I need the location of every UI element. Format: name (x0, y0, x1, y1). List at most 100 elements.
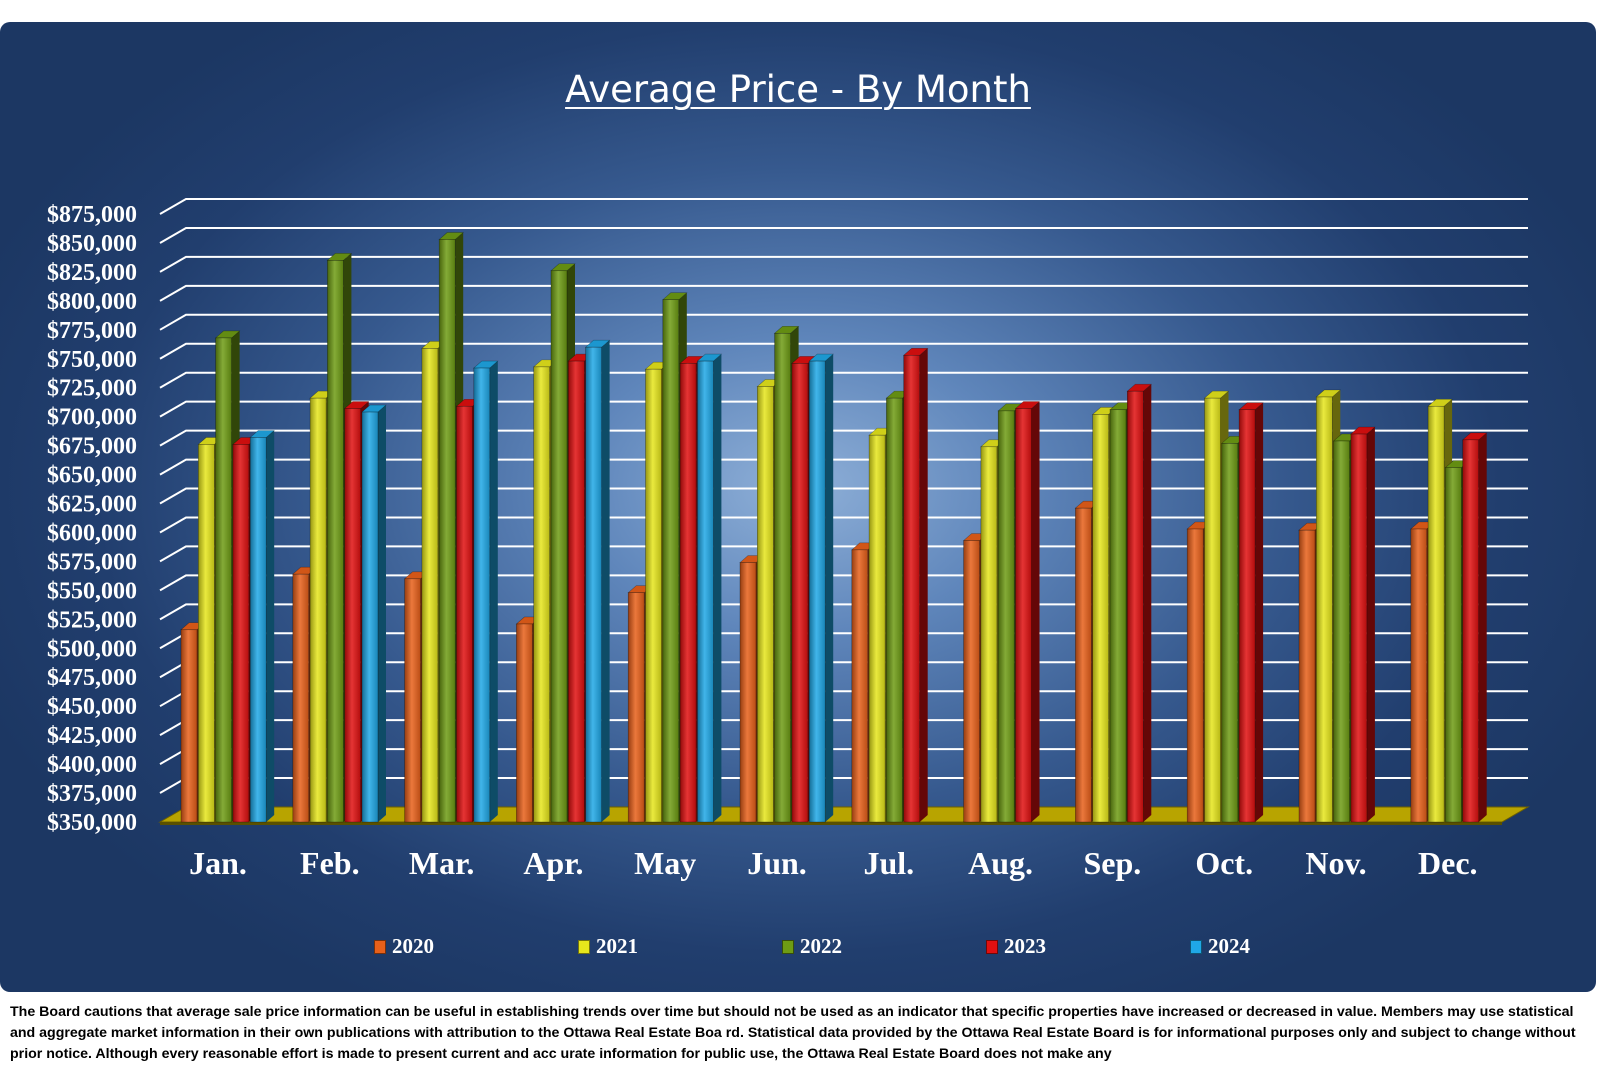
bar-side (1478, 432, 1487, 822)
bar-front (1127, 390, 1144, 823)
bar-side (713, 354, 722, 822)
gridline (159, 313, 1528, 331)
bar-chart: $350,000 $375,000 $400,000 $425,000 $450,000… (47, 198, 1530, 881)
bar-front (1462, 439, 1479, 823)
x-tick-label: Dec. (1418, 845, 1478, 881)
x-tick-label: Sep. (1084, 845, 1142, 881)
disclaimer-text: The Board cautions that average sale pri… (10, 1004, 1576, 1062)
bar-front (868, 434, 886, 823)
bar-front (774, 332, 791, 823)
y-tick-label: $550,000 (47, 578, 137, 604)
chart-legend: 2020 2021 2022 2023 2024 (0, 934, 1596, 964)
y-tick-label: $650,000 (47, 463, 137, 489)
y-tick-label: $800,000 (47, 289, 137, 315)
y-tick-label: $525,000 (47, 607, 137, 633)
bar-front (697, 360, 714, 823)
bar-front (292, 573, 310, 823)
bar-front (739, 562, 757, 823)
bar-2023-sep (1126, 383, 1153, 823)
y-tick-label: $875,000 (47, 202, 137, 228)
bar-2024-apr (584, 339, 611, 823)
bar-side (378, 405, 386, 822)
bar-front (1445, 467, 1462, 823)
x-tick-label: Feb. (300, 845, 360, 881)
x-tick-label: Apr. (523, 845, 583, 881)
legend-swatch (782, 939, 794, 954)
x-tick-label: May (634, 845, 696, 881)
bar-front (456, 405, 473, 823)
bar-side (601, 340, 610, 822)
y-tick-label: $400,000 (47, 752, 137, 778)
y-tick-label: $850,000 (47, 231, 137, 257)
x-tick-label: Mar. (409, 845, 474, 881)
bar-front (627, 592, 645, 823)
bar-front (808, 360, 826, 823)
y-tick-label: $750,000 (47, 347, 137, 373)
gridline (159, 400, 1528, 418)
bar-front (1238, 409, 1256, 823)
legend-item-2021: 2021 (578, 934, 638, 959)
y-tick-label: $625,000 (47, 492, 137, 518)
legend-item-2020: 2020 (374, 934, 434, 959)
bar-front (1015, 408, 1032, 823)
bar-front (1333, 440, 1350, 823)
x-tick-label: Nov. (1305, 845, 1366, 881)
gridline (159, 255, 1528, 273)
x-tick-label: Jan. (189, 845, 247, 881)
bar-front (232, 444, 250, 823)
bar-front (249, 437, 267, 823)
bar-front (851, 549, 869, 823)
x-tick-label: Jul. (863, 845, 914, 881)
y-tick-label: $575,000 (47, 549, 137, 575)
bar-side (1255, 402, 1264, 822)
bar-front (473, 367, 491, 823)
bar-side (825, 354, 834, 822)
bar-front (215, 337, 232, 823)
gridline (159, 458, 1528, 476)
bar-front (567, 360, 585, 823)
bar-2023-jul (902, 347, 929, 823)
legend-label: 2024 (1208, 934, 1250, 958)
bar-2023-oct (1238, 402, 1264, 823)
x-tick-label: Jun. (747, 845, 807, 881)
x-tick-labels: Jan. Feb. Mar. Apr. May Jun. Jul. Aug. Sep. Oct. N… (189, 845, 1477, 881)
legend-item-2023: 2023 (986, 934, 1046, 959)
legend-swatch (578, 939, 590, 954)
bar-front (180, 629, 198, 823)
y-tick-label: $350,000 (47, 810, 137, 836)
bar-front (198, 444, 215, 823)
chart-floor-edge (160, 822, 1502, 825)
y-tick-label: $425,000 (47, 723, 137, 749)
y-tick-label: $500,000 (47, 636, 137, 662)
bar-2024-may (696, 353, 723, 823)
bar-front (791, 363, 809, 823)
bar-side (266, 430, 275, 822)
x-tick-label: Aug. (968, 845, 1033, 881)
gridline (159, 226, 1528, 244)
bar-2024-mar (473, 360, 499, 823)
x-tick-label: Oct. (1195, 845, 1253, 881)
bar-front (550, 270, 568, 823)
y-tick-labels: $350,000 $375,000 $400,000 $425,000 $450,000… (47, 202, 137, 836)
bar-front (1075, 507, 1092, 823)
legend-item-2024: 2024 (1190, 934, 1250, 959)
bar-2023-nov (1350, 426, 1376, 823)
legend-label: 2020 (392, 934, 434, 958)
bar-front (361, 411, 379, 823)
y-tick-label: $700,000 (47, 405, 137, 431)
bar-front (1092, 414, 1109, 823)
bar-front (1186, 528, 1204, 823)
bar-front (662, 299, 680, 823)
bar-front (1109, 409, 1127, 823)
bar-front (533, 366, 551, 823)
bar-2024-jan (249, 430, 275, 823)
gridline (159, 284, 1528, 302)
legend-item-2022: 2022 (782, 934, 842, 959)
bar-side (1366, 427, 1375, 822)
bar-front (1410, 528, 1428, 823)
bar-front (327, 260, 344, 823)
bar-front (1204, 397, 1221, 823)
gridline (159, 429, 1528, 447)
bar-front (344, 408, 362, 823)
bar-front (404, 578, 421, 823)
